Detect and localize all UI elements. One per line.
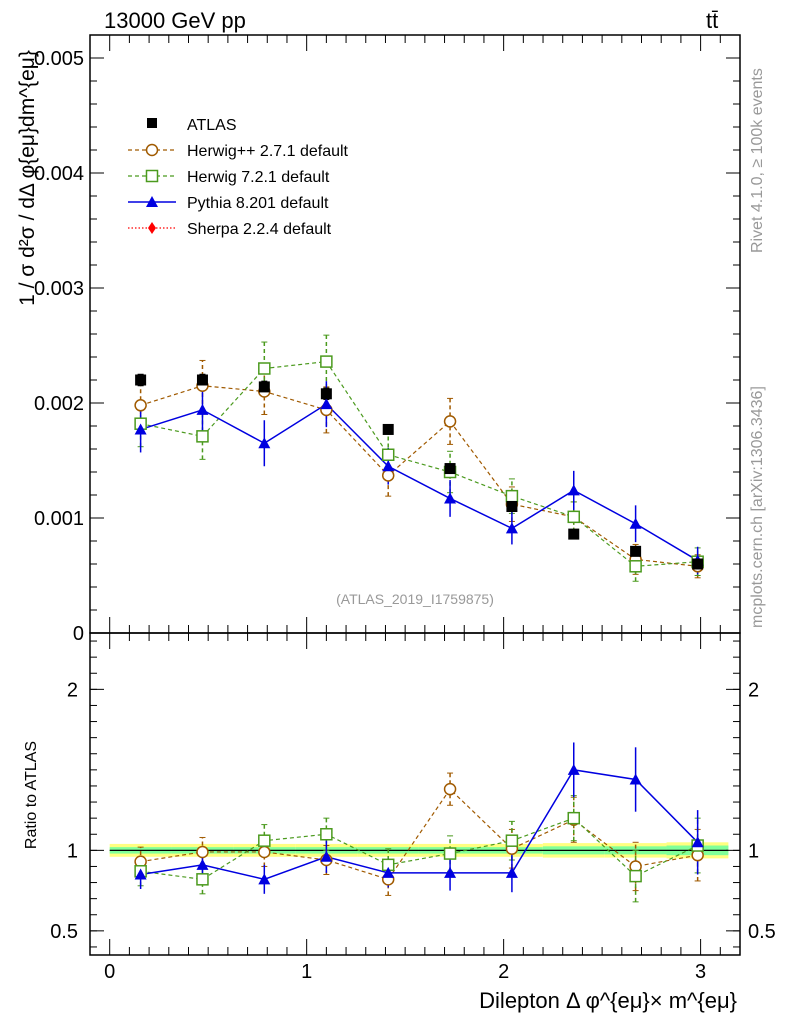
ratio-point-pythia bbox=[691, 836, 704, 848]
ratio-point-herwigpp bbox=[196, 845, 209, 859]
legend-label-atlas: ATLAS bbox=[187, 117, 237, 134]
main-point-atlas bbox=[382, 423, 394, 435]
main-line-pythia bbox=[140, 403, 699, 562]
main-point-pythia bbox=[505, 522, 518, 534]
ratio-line-herwigpp bbox=[140, 788, 698, 881]
main-point-atlas bbox=[506, 501, 518, 512]
axis-ticks-group: 0 0.001 0.002 0.003 0.004 0.005 0.5 0.5 1 1 2 2 0 1 2 3 bbox=[34, 35, 776, 983]
main-point-atlas bbox=[258, 381, 270, 393]
ratio-point-herwig7 bbox=[505, 834, 519, 847]
series-group bbox=[134, 334, 704, 903]
main-point-atlas bbox=[444, 463, 456, 475]
legend-label-pythia: Pythia 8.201 default bbox=[187, 195, 329, 212]
y-tick-label: 0.004 bbox=[34, 163, 84, 185]
ratio-point-pythia bbox=[629, 773, 642, 785]
rivet-version-label: Rivet 4.1.0, ≥ 100k events bbox=[749, 68, 766, 253]
x-tick-label: 3 bbox=[695, 961, 706, 983]
ratio-point-herwigpp bbox=[258, 845, 271, 859]
y-tick-label-right: 2 bbox=[748, 679, 759, 701]
y-tick-label: 1 bbox=[67, 840, 78, 862]
legend: ATLAS Herwig++ 2.7.1 default Herwig 7.2.… bbox=[128, 117, 349, 238]
ratio-point-herwig7 bbox=[196, 873, 209, 886]
ratio-plot-frame bbox=[89, 632, 741, 956]
main-point-herwig7 bbox=[629, 560, 642, 573]
y-tick-label-right: 1 bbox=[748, 840, 759, 862]
y-tick-label: 0.001 bbox=[34, 508, 84, 530]
y-tick-label: 0.003 bbox=[34, 278, 84, 300]
ratio-point-pythia bbox=[258, 873, 271, 885]
ratio-point-pythia bbox=[505, 866, 518, 878]
ratio-point-herwig7 bbox=[567, 811, 581, 825]
main-point-herwig7 bbox=[381, 448, 395, 461]
legend-marker-herwig7 bbox=[145, 169, 159, 183]
process-label: tt̄ bbox=[706, 8, 718, 33]
legend-marker-herwigpp bbox=[145, 143, 159, 157]
main-point-herwig7 bbox=[196, 430, 209, 443]
analysis-id-label: (ATLAS_2019_I1759875) bbox=[336, 591, 494, 607]
y-tick-label: 0.005 bbox=[34, 48, 84, 70]
main-point-atlas bbox=[135, 374, 147, 386]
main-point-herwig7 bbox=[567, 510, 581, 524]
ratio-point-pythia bbox=[567, 763, 580, 775]
main-point-herwigpp bbox=[381, 469, 395, 482]
ratio-point-herwig7 bbox=[629, 869, 642, 883]
y-tick-label-right: 0.5 bbox=[748, 921, 776, 943]
main-point-herwig7 bbox=[258, 362, 271, 375]
ratio-line-herwig7 bbox=[140, 817, 698, 880]
main-point-pythia bbox=[444, 492, 457, 504]
main-point-pythia bbox=[382, 460, 395, 472]
legend-entry-pythia: Pythia 8.201 default bbox=[128, 195, 329, 212]
x-tick-label: 2 bbox=[498, 961, 509, 983]
main-point-atlas bbox=[568, 528, 580, 540]
y-tick-label: 0.5 bbox=[50, 921, 78, 943]
y-tick-label: 0.002 bbox=[34, 393, 84, 415]
ratio-point-pythia bbox=[444, 866, 457, 878]
ratio-point-herwig7 bbox=[443, 847, 457, 860]
ratio-point-pythia bbox=[196, 858, 209, 870]
main-point-pythia bbox=[258, 437, 271, 449]
x-tick-label: 1 bbox=[301, 961, 312, 983]
legend-marker-atlas bbox=[147, 118, 157, 128]
legend-entry-herwigpp: Herwig++ 2.7.1 default bbox=[128, 143, 349, 160]
y-tick-label: 2 bbox=[67, 679, 78, 701]
main-point-pythia bbox=[134, 423, 147, 435]
ratio-y-axis-label: Ratio to ATLAS bbox=[23, 741, 40, 849]
ratio-point-pythia bbox=[320, 850, 333, 862]
main-point-atlas bbox=[630, 545, 642, 557]
energy-label: 13000 GeV pp bbox=[104, 8, 246, 33]
main-point-pythia bbox=[320, 398, 333, 410]
legend-label-herwigpp: Herwig++ 2.7.1 default bbox=[187, 143, 349, 160]
main-line-herwigpp bbox=[140, 385, 698, 567]
main-point-atlas bbox=[196, 374, 208, 386]
main-y-axis-label: 1 / σ d²σ / dΔ φ{eμ}dm^{eμ} bbox=[16, 50, 39, 306]
ratio-line-pythia bbox=[140, 769, 699, 881]
main-point-herwig7 bbox=[320, 355, 333, 368]
main-line-herwig7 bbox=[140, 360, 698, 567]
main-point-atlas bbox=[320, 388, 332, 400]
main-point-herwigpp bbox=[134, 399, 147, 412]
ratio-point-herwig7 bbox=[320, 828, 333, 841]
main-point-herwig7 bbox=[505, 489, 519, 503]
ratio-point-pythia bbox=[134, 868, 147, 880]
x-tick-label: 0 bbox=[104, 961, 115, 983]
legend-marker-sherpa bbox=[148, 222, 156, 234]
legend-label-herwig7: Herwig 7.2.1 default bbox=[187, 169, 330, 186]
main-point-pythia bbox=[567, 484, 580, 496]
main-point-pythia bbox=[196, 403, 209, 415]
legend-label-sherpa: Sherpa 2.2.4 default bbox=[187, 221, 332, 238]
main-point-atlas bbox=[692, 558, 704, 570]
x-axis-label: Dilepton Δ φ^{eμ}× m^{eμ} bbox=[479, 988, 737, 1013]
main-point-pythia bbox=[629, 517, 642, 529]
legend-entry-herwig7: Herwig 7.2.1 default bbox=[128, 169, 330, 186]
legend-marker-pythia bbox=[146, 196, 158, 207]
ratio-point-herwig7 bbox=[258, 834, 271, 847]
legend-entry-sherpa: Sherpa 2.2.4 default bbox=[128, 221, 332, 238]
ratio-point-pythia bbox=[382, 866, 395, 878]
ratio-point-herwigpp bbox=[443, 782, 457, 796]
legend-entry-atlas: ATLAS bbox=[147, 117, 237, 134]
main-point-herwigpp bbox=[443, 415, 457, 428]
mcplots-label: mcplots.cern.ch [arXiv:1306.3436] bbox=[749, 386, 766, 628]
y-tick-label: 0 bbox=[73, 623, 84, 645]
